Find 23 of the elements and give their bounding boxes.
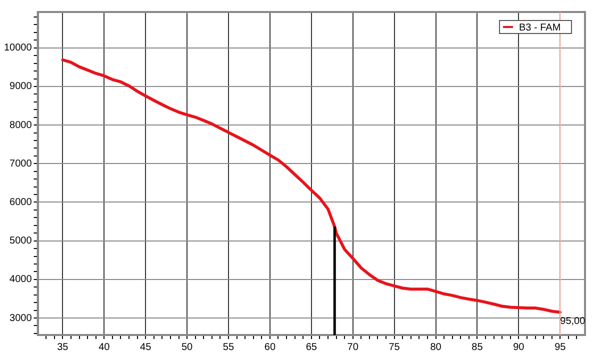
y-tick-label: 9000 — [10, 81, 32, 92]
y-tick-label: 5000 — [10, 236, 32, 247]
x-tick-label: 65 — [306, 342, 318, 353]
x-tick-label: 85 — [472, 342, 484, 353]
y-tick-label: 7000 — [10, 158, 32, 170]
y-tick-label: 8000 — [10, 120, 32, 131]
x-tick-label: 60 — [264, 342, 276, 353]
x-tick-label: 50 — [181, 342, 194, 353]
x-tick-label: 70 — [347, 342, 359, 353]
y-tick-label: 6000 — [10, 197, 32, 208]
x-tick-label: 55 — [222, 342, 234, 353]
x-tick-label: 45 — [140, 342, 152, 353]
y-tick-label: 10000 — [4, 42, 32, 54]
x-tick-label: 35 — [57, 342, 69, 353]
x-tick-label: 75 — [388, 342, 400, 353]
legend-label: B3 - FAM — [519, 22, 561, 34]
x-tick-label: 95 — [554, 342, 566, 353]
y-tick-label: 3000 — [10, 312, 32, 324]
y-tick-label: 4000 — [10, 274, 32, 286]
x-tick-label: 90 — [513, 342, 525, 353]
ref-line-label: 95,00 — [560, 316, 586, 327]
x-tick-label: 40 — [98, 342, 110, 353]
x-tick-label: 80 — [430, 342, 442, 353]
